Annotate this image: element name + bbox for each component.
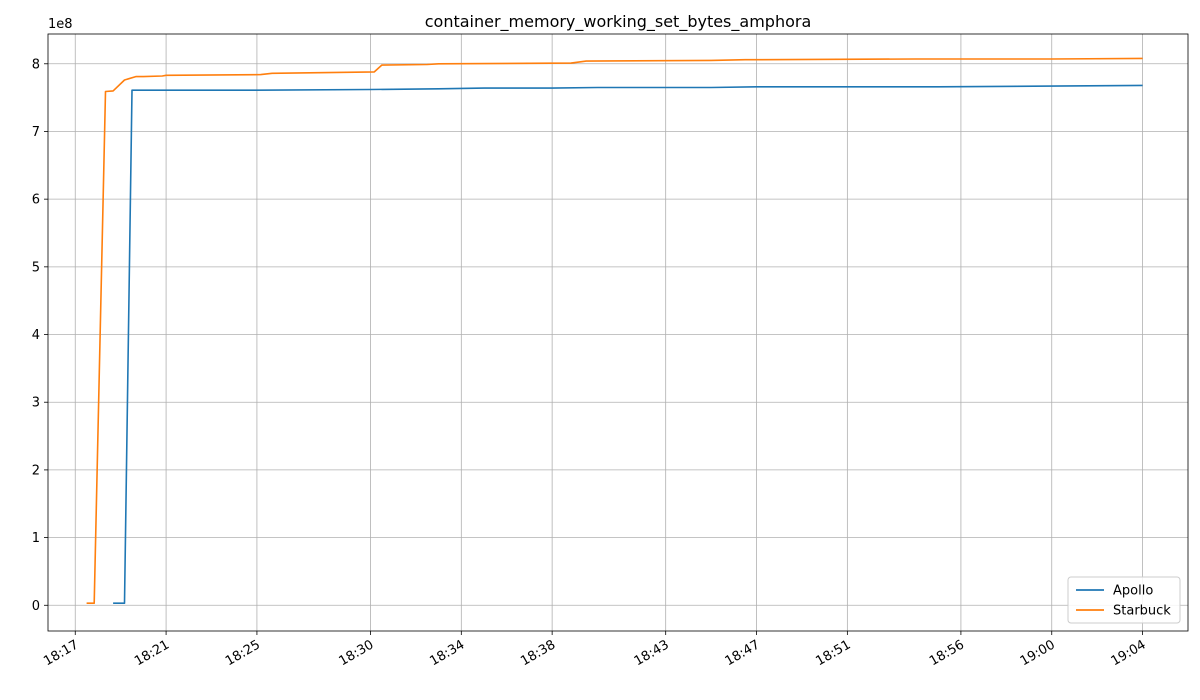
x-tick-label: 18:34 <box>427 637 467 669</box>
x-tick-label: 18:43 <box>632 637 672 669</box>
x-tick-label: 19:00 <box>1018 637 1058 669</box>
axes-frame <box>47 33 1189 632</box>
legend-box <box>1067 576 1181 624</box>
x-tick-label: 18:21 <box>132 637 172 669</box>
plot-series <box>86 57 1143 604</box>
y-tick-label: 1 <box>32 531 40 546</box>
chart-title: container_memory_working_set_bytes_ampho… <box>425 12 812 32</box>
y-tick-label: 8 <box>32 57 40 72</box>
y-tick-label: 2 <box>32 463 40 478</box>
y-tick-label: 5 <box>32 260 40 275</box>
legend-label-apollo: Apollo <box>1113 584 1153 599</box>
legend-label-starbuck: Starbuck <box>1113 604 1171 619</box>
y-tick-label: 0 <box>32 599 40 614</box>
y-tick-label: 7 <box>32 125 40 140</box>
x-tick-label: 18:17 <box>41 637 81 669</box>
series-line-starbuck <box>86 57 1143 604</box>
y-axis: 0 1 2 3 4 5 6 7 8 <box>32 57 48 614</box>
legend: Apollo Starbuck <box>1067 576 1181 624</box>
x-tick-label: 18:30 <box>337 637 377 669</box>
x-axis: 18:17 18:21 18:25 18:30 18:34 18:38 18:43 18:47… <box>41 631 1149 669</box>
grid-lines <box>48 34 1188 631</box>
y-axis-offset-label: 1e8 <box>48 17 73 32</box>
x-tick-label: 18:47 <box>723 637 763 669</box>
y-tick-label: 4 <box>32 328 40 343</box>
x-tick-label: 18:51 <box>813 637 853 669</box>
y-tick-label: 6 <box>32 193 40 208</box>
x-tick-label: 19:04 <box>1109 637 1149 669</box>
y-tick-label: 3 <box>32 396 40 411</box>
x-tick-label: 18:56 <box>927 637 967 669</box>
x-tick-label: 18:25 <box>223 637 263 669</box>
series-line-apollo <box>113 84 1143 604</box>
x-tick-label: 18:38 <box>518 637 558 669</box>
